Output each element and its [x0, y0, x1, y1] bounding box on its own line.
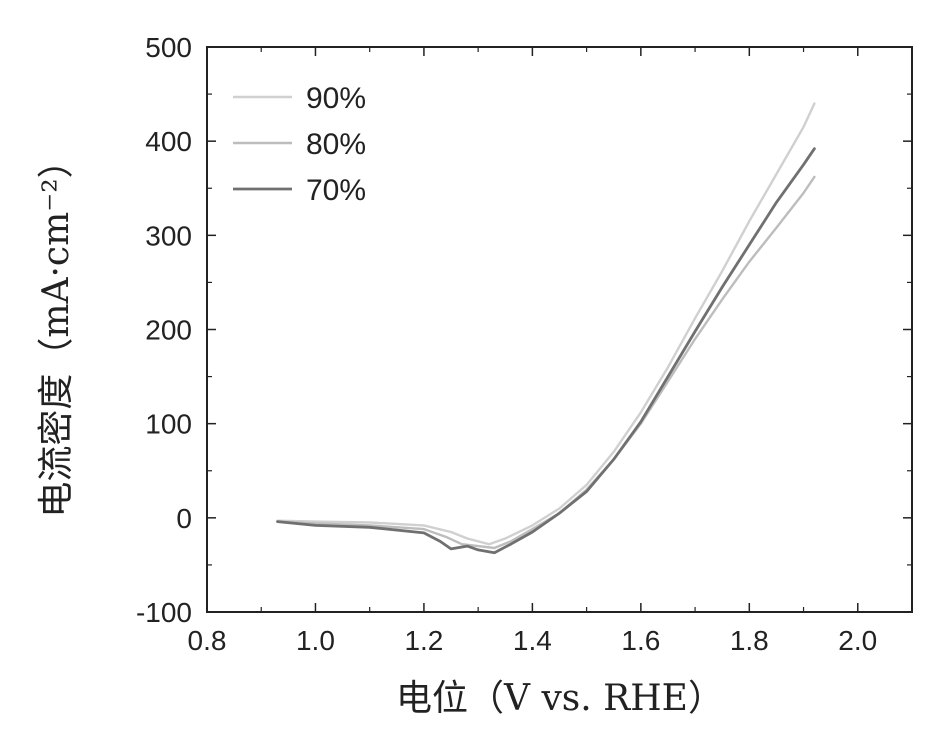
x-axis-ticks: 0.8 1.0 1.2 1.4 1.6 1.8 2.0: [188, 47, 878, 656]
y-tick-label: 0: [176, 503, 192, 534]
x-tick-label: 1.6: [621, 625, 660, 656]
y-tick-label: 200: [145, 315, 192, 346]
x-tick-label: 0.8: [188, 625, 227, 656]
x-tick-label: 1.2: [404, 625, 443, 656]
series-line-90pct: [278, 104, 815, 545]
legend: 90% 80% 70%: [233, 82, 366, 207]
legend-label: 90%: [306, 82, 366, 115]
series-line-80pct: [278, 177, 815, 548]
y-tick-label: 500: [145, 32, 192, 63]
series-layer: [278, 104, 815, 553]
x-axis-title: 电位（V vs. RHE）: [396, 678, 724, 719]
series-line-70pct: [278, 149, 815, 553]
x-tick-label: 1.8: [730, 625, 769, 656]
x-tick-label: 1.4: [513, 625, 552, 656]
legend-label: 70%: [306, 174, 366, 207]
y-tick-label: 400: [145, 126, 192, 157]
y-tick-label: 100: [145, 409, 192, 440]
legend-label: 80%: [306, 128, 366, 161]
x-tick-label: 1.0: [296, 625, 335, 656]
y-tick-label: 300: [145, 220, 192, 251]
x-tick-label: 2.0: [838, 625, 877, 656]
y-tick-label: -100: [136, 597, 192, 628]
y-axis-ticks: -100 0 100 200 300 400 500: [136, 32, 912, 628]
y-axis-title: 电流密度（mA·cm⁻²）: [36, 142, 77, 517]
